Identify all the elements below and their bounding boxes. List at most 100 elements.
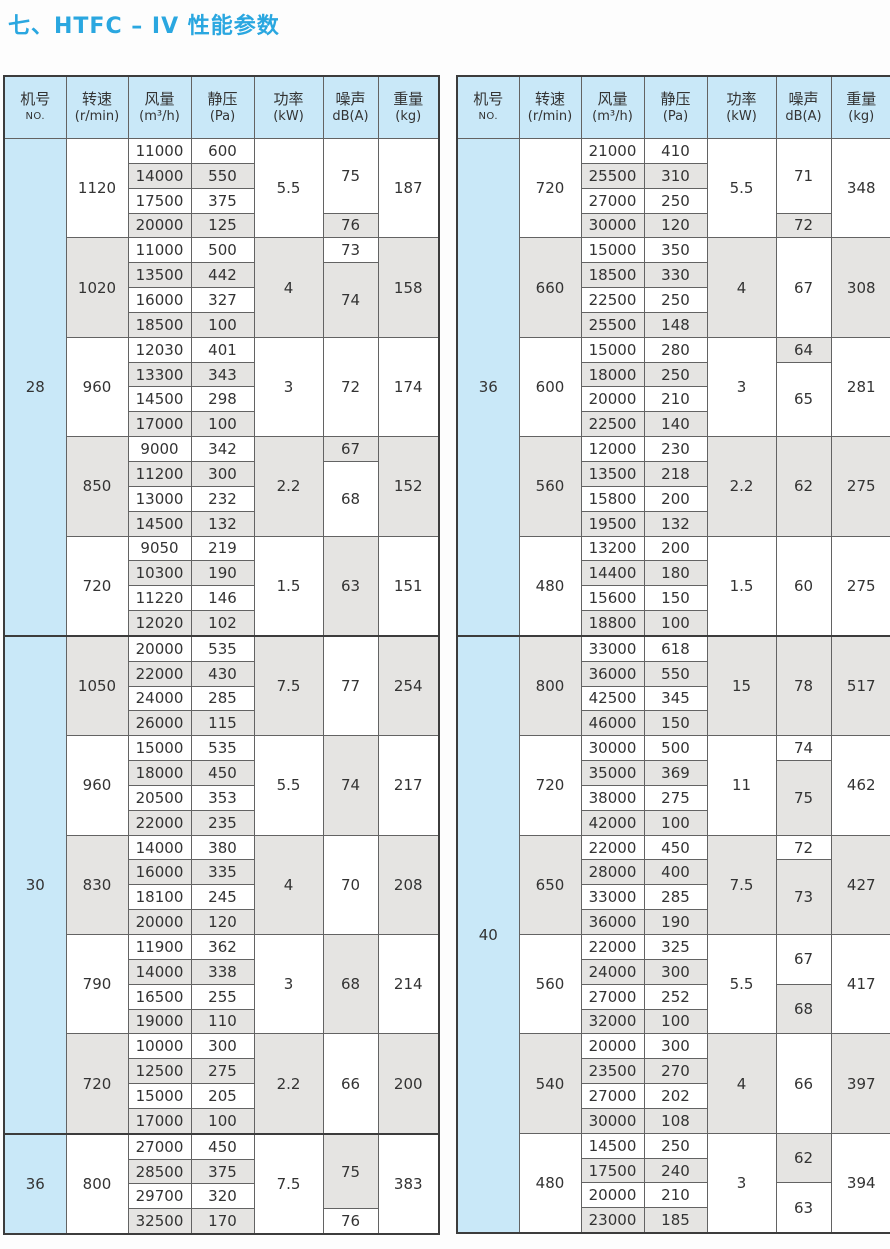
pressure-cell: 245	[190, 884, 255, 911]
pressure-cell: 100	[643, 1008, 708, 1035]
pressure-cell: 230	[643, 436, 708, 462]
pressure-cell: 300	[190, 460, 255, 487]
column-header-title: 转速	[81, 90, 112, 108]
weight-cell: 275	[830, 436, 890, 537]
weight-cell: 217	[377, 735, 440, 836]
pressure-cell: 146	[190, 585, 255, 612]
noise-cell: 77	[322, 634, 379, 737]
pressure-cell: 350	[643, 237, 708, 264]
pressure-cell: 235	[190, 809, 255, 836]
pressure-cell: 148	[643, 311, 708, 338]
pressure-cell: 180	[643, 560, 708, 587]
pressure-cell: 362	[190, 934, 255, 960]
table-row: 18100 245	[4, 884, 439, 911]
header-row: 机号 NO. 转速 (r/min) 风量 (m³/h) 静压 (Pa) 功率 (kW) 噪声 dB(A…	[3, 75, 440, 139]
model-cell: 36	[456, 137, 520, 637]
table-row: 14400 180	[457, 560, 890, 587]
power-cell: 2.2	[253, 436, 324, 537]
airflow-cell: 20000	[127, 634, 192, 662]
noise-cell: 62	[775, 1132, 832, 1184]
power-cell: 7.5	[706, 834, 777, 936]
power-cell: 1.5	[706, 535, 777, 637]
model-cell: 40	[456, 634, 520, 1234]
column-header-unit: (m³/h)	[592, 109, 633, 124]
power-cell: 7.5	[253, 634, 324, 737]
column-header: 静压 (Pa)	[643, 75, 708, 139]
pressure-cell: 450	[643, 834, 708, 861]
pressure-cell: 102	[190, 610, 255, 637]
airflow-cell: 32000	[580, 1008, 645, 1035]
table-row: 16500 255	[4, 983, 439, 1010]
weight-cell: 152	[377, 436, 440, 537]
weight-cell: 417	[830, 933, 890, 1035]
airflow-cell: 15000	[127, 1083, 192, 1109]
pressure-cell: 275	[190, 1058, 255, 1085]
power-cell: 11	[706, 735, 777, 836]
airflow-cell: 13500	[580, 460, 645, 487]
airflow-cell: 36000	[580, 909, 645, 935]
power-cell: 3	[253, 336, 324, 438]
airflow-cell: 15000	[127, 735, 192, 762]
speed-cell: 1050	[65, 634, 129, 737]
column-header-unit: (r/min)	[527, 109, 573, 124]
table-row: 46000 150	[457, 710, 890, 737]
pressure-cell: 132	[190, 510, 255, 537]
airflow-cell: 10300	[127, 560, 192, 587]
performance-table: 机号 NO. 转速 (r/min) 风量 (m³/h) 静压 (Pa) 功率 (kW) 噪声 dB(A…	[3, 75, 440, 1236]
noise-cell: 70	[322, 834, 379, 936]
table-row: 17000 100	[4, 411, 439, 438]
weight-cell: 151	[377, 535, 440, 637]
pressure-cell: 535	[190, 634, 255, 662]
column-header-unit: (kg)	[848, 109, 875, 124]
airflow-cell: 42000	[580, 809, 645, 836]
table-row: 28500 375	[4, 1158, 439, 1185]
column-header-title: 噪声	[788, 90, 819, 108]
table-row: 23000 185	[457, 1207, 890, 1234]
airflow-cell: 28500	[127, 1158, 192, 1185]
table-row: 20000 210 63	[457, 1182, 890, 1234]
pressure-cell: 190	[643, 909, 708, 935]
speed-cell: 800	[518, 634, 582, 737]
table-row: 20000 120	[4, 909, 439, 935]
airflow-cell: 22000	[580, 934, 645, 960]
airflow-cell: 13000	[127, 485, 192, 512]
column-header-unit: dB(A)	[785, 109, 822, 124]
airflow-cell: 12500	[127, 1058, 192, 1085]
pressure-cell: 250	[643, 287, 708, 313]
noise-cell: 68	[775, 983, 832, 1035]
column-header-title: 风量	[597, 90, 628, 108]
noise-cell: 65	[775, 361, 832, 438]
airflow-cell: 20000	[127, 909, 192, 935]
airflow-cell: 18100	[127, 884, 192, 911]
noise-cell: 60	[775, 535, 832, 637]
table-row: 20000 125 76	[4, 212, 439, 239]
airflow-cell: 18800	[580, 610, 645, 637]
speed-cell: 720	[518, 137, 582, 239]
table-row: 850 9000 342 2.2 67 152	[4, 436, 440, 537]
airflow-cell: 26000	[127, 710, 192, 737]
pressure-cell: 250	[643, 1132, 708, 1159]
model-cell: 36	[3, 1132, 67, 1235]
table-row: 19000 110	[4, 1008, 439, 1035]
airflow-cell: 42500	[580, 685, 645, 712]
table-row: 22500 140	[457, 411, 890, 438]
speed-cell: 720	[518, 735, 582, 836]
pressure-cell: 500	[643, 735, 708, 762]
column-header: 噪声 dB(A)	[775, 75, 832, 139]
power-cell: 3	[706, 336, 777, 438]
airflow-cell: 24000	[127, 685, 192, 712]
noise-cell: 62	[775, 436, 832, 537]
table-row: 13500 442 74	[4, 262, 439, 338]
weight-cell: 394	[830, 1132, 890, 1234]
pressure-cell: 600	[190, 138, 255, 164]
pressure-cell: 380	[190, 834, 255, 861]
speed-cell: 480	[518, 535, 582, 637]
speed-cell: 800	[65, 1132, 129, 1235]
power-cell: 2.2	[253, 1033, 324, 1135]
table-row: 32500 170 76	[4, 1208, 439, 1235]
table-row: 38000 275	[457, 784, 890, 811]
table-row: 22000 430	[4, 660, 439, 687]
table-row: 16000 335	[4, 859, 439, 886]
airflow-cell: 15600	[580, 585, 645, 612]
noise-cell: 76	[322, 1208, 379, 1235]
